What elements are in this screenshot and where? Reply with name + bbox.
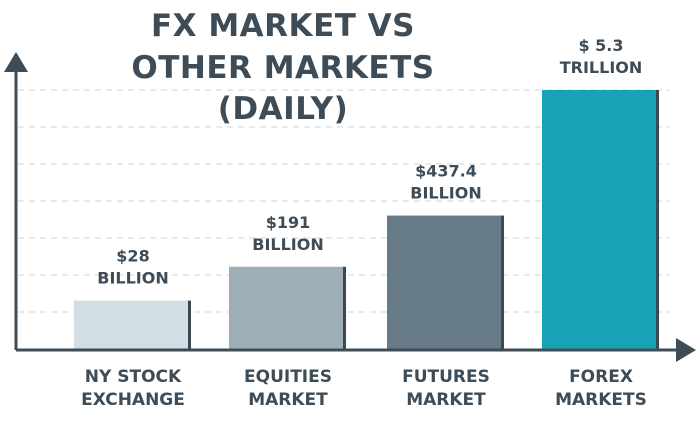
data-label: $ 5.3 bbox=[578, 36, 623, 55]
category-label: EXCHANGE bbox=[81, 390, 185, 410]
data-label: BILLION bbox=[252, 235, 323, 254]
category-label: MARKET bbox=[248, 390, 328, 410]
data-label: TRILLION bbox=[560, 58, 643, 77]
axes bbox=[4, 52, 696, 362]
data-label: $28 bbox=[116, 247, 149, 266]
data-label: $191 bbox=[266, 213, 311, 232]
bars bbox=[74, 90, 659, 350]
bar-shadow bbox=[342, 266, 346, 350]
bar-shadow bbox=[187, 300, 191, 350]
y-axis-arrow bbox=[4, 52, 28, 72]
x-axis-arrow bbox=[676, 338, 696, 362]
category-label: EQUITIES bbox=[244, 367, 332, 387]
category-label: FUTURES bbox=[402, 367, 490, 387]
category-label: MARKETS bbox=[555, 390, 647, 410]
category-label: FOREX bbox=[569, 367, 633, 387]
data-label: BILLION bbox=[410, 184, 481, 203]
labels: $28 BILLION NY STOCK EXCHANGE $191 BILLION EQU… bbox=[81, 36, 647, 410]
chart-title-line-1: FX MARKET VS bbox=[150, 8, 416, 44]
bar bbox=[387, 215, 501, 350]
chart-title-line-3: (DAILY) bbox=[217, 91, 349, 127]
data-label: $437.4 bbox=[415, 162, 477, 181]
category-label: MARKET bbox=[406, 390, 486, 410]
chart-title-line-2: OTHER MARKETS bbox=[131, 50, 435, 86]
bar bbox=[229, 266, 343, 350]
data-label: BILLION bbox=[97, 269, 168, 288]
bar-shadow bbox=[655, 90, 659, 350]
bar bbox=[74, 300, 188, 350]
bar bbox=[542, 90, 656, 350]
category-label: NY STOCK bbox=[85, 367, 182, 387]
bar-shadow bbox=[500, 215, 504, 350]
